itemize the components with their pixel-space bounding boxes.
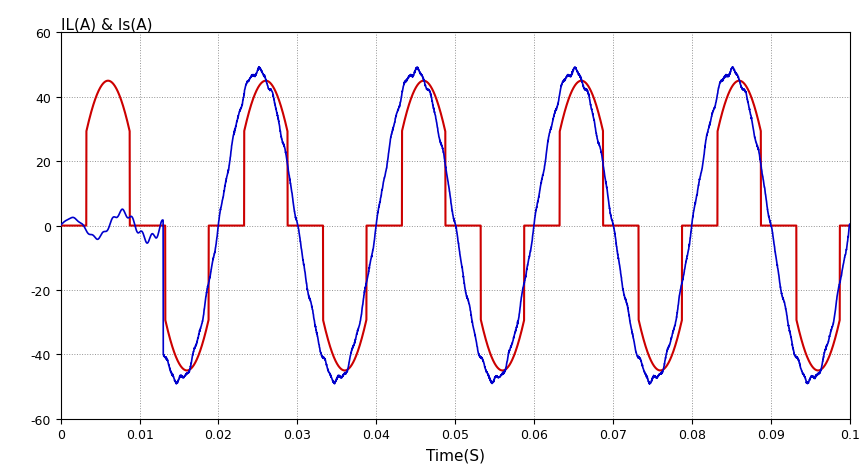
Text: IL(A) & Is(A): IL(A) & Is(A) xyxy=(61,17,153,32)
X-axis label: Time(S): Time(S) xyxy=(426,447,485,462)
